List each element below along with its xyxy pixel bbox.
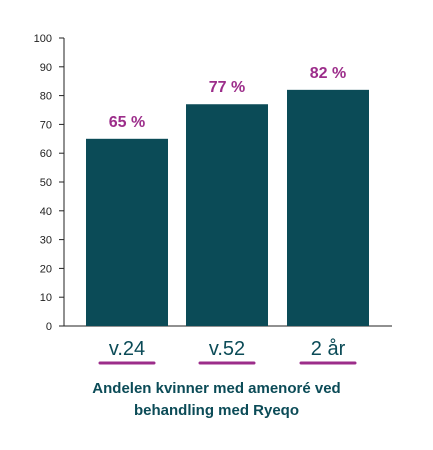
category-label: v.24	[109, 338, 145, 360]
caption-line-1: Andelen kvinner med amenoré ved	[92, 380, 341, 397]
y-tick-label: 30	[40, 235, 52, 247]
data-label: 77 %	[209, 79, 245, 96]
category-label: 2 år	[311, 338, 346, 360]
y-axis-ticks: 0 10 20 30 40 50 60 70 80 90 100	[34, 33, 64, 333]
y-tick-label: 50	[40, 177, 52, 189]
caption-line-2: behandling med Ryeqo	[133, 402, 299, 419]
y-tick-label: 20	[40, 263, 52, 275]
bar	[287, 89, 369, 326]
bars-group	[86, 89, 369, 327]
y-tick-label: 70	[40, 119, 52, 131]
category-label: v.52	[209, 338, 245, 360]
chart-caption: Andelen kvinner med amenoré ved behandli…	[0, 378, 433, 422]
data-label: 82 %	[310, 65, 346, 82]
category-labels-group: v.24 v.52 2 år	[98, 338, 357, 365]
y-tick-label: 100	[34, 33, 52, 45]
y-tick-label: 90	[40, 62, 52, 74]
y-tick-label: 10	[40, 292, 52, 304]
bar	[86, 138, 168, 326]
y-tick-label: 0	[46, 321, 52, 333]
bar	[186, 104, 268, 327]
y-tick-label: 80	[40, 91, 52, 103]
y-tick-label: 60	[40, 148, 52, 160]
y-tick-label: 40	[40, 206, 52, 218]
data-labels-group: 65 % 77 % 82 %	[109, 65, 346, 131]
data-label: 65 %	[109, 114, 145, 131]
